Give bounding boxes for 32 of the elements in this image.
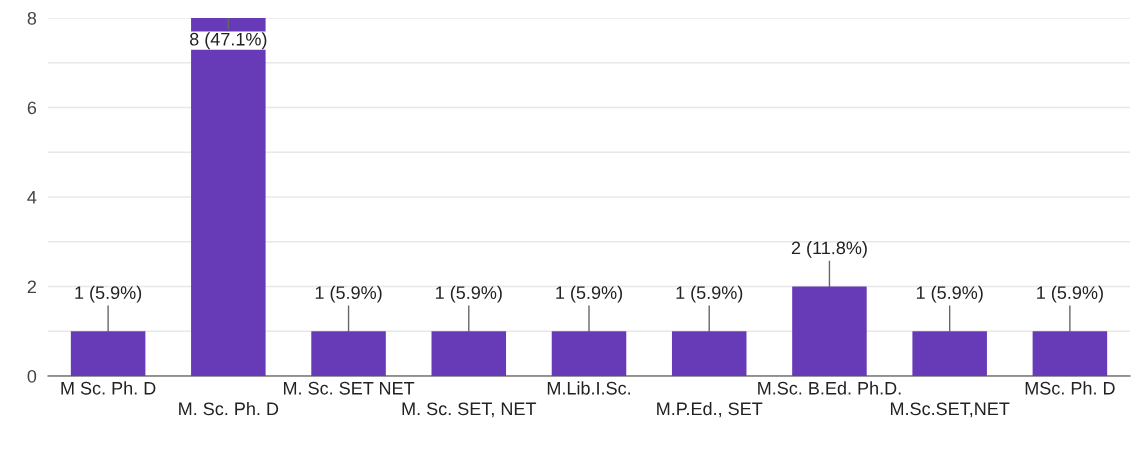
y-tick-label: 4 (27, 191, 37, 204)
data-label: 1 (5.9%) (75, 285, 142, 303)
bar (912, 331, 987, 376)
bar (671, 331, 747, 376)
bar (431, 331, 507, 376)
data-label: 1 (5.9%) (676, 285, 743, 303)
y-tick-label: 0 (27, 369, 37, 383)
data-label: 8 (47.1%) (189, 32, 267, 50)
data-label: 1 (5.9%) (916, 285, 983, 303)
data-label: 1 (5.9%) (436, 285, 502, 303)
data-label: 1 (5.9%) (556, 285, 622, 303)
bar (551, 331, 627, 376)
x-tick-label: M.P.Ed., SET (657, 401, 763, 418)
bar (191, 18, 266, 376)
bar (311, 331, 386, 376)
x-tick-label: M.Sc.SET,NET (890, 402, 1010, 418)
bar (70, 331, 146, 376)
data-label: 1 (5.9%) (1037, 285, 1103, 303)
x-tick-label: MSc. Ph. D (1025, 381, 1115, 395)
data-label: 1 (5.9%) (315, 285, 382, 303)
x-tick-label: M.Sc. B.Ed. Ph.D. (758, 381, 901, 395)
x-tick-label: M.Lib.I.Sc. (547, 381, 630, 395)
x-tick-label: M. Sc. SET, NET (402, 402, 537, 418)
x-tick-label: M Sc. Ph. D (61, 381, 156, 395)
y-tick-label: 6 (27, 101, 37, 115)
x-tick-label: M. Sc. SET NET (283, 381, 415, 395)
bar (792, 286, 867, 376)
x-tick-label: M. Sc. Ph. D (179, 401, 279, 416)
data-label: 2 (11.8%) (791, 241, 867, 258)
y-tick-label: 8 (27, 11, 37, 25)
y-tick-label: 2 (27, 280, 36, 294)
bar (1032, 331, 1108, 376)
